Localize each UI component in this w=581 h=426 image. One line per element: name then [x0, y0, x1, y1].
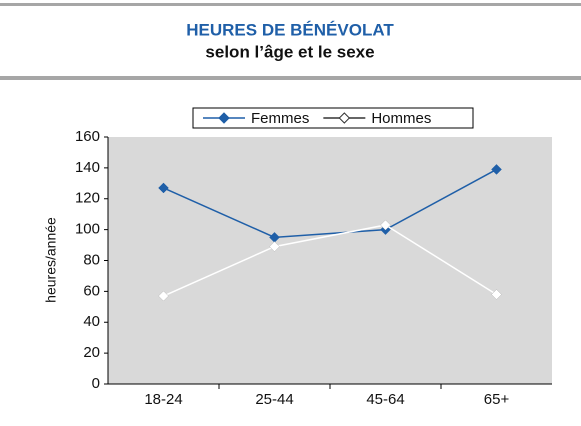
y-tick-label: 20: [83, 344, 100, 361]
y-tick-label: 160: [75, 128, 100, 145]
top-rule: [0, 3, 581, 6]
legend-marker: [218, 112, 230, 124]
y-tick-label: 40: [83, 313, 100, 330]
series-line: [163, 224, 497, 297]
marker: [491, 164, 502, 175]
y-tick-label: 100: [75, 221, 100, 238]
x-tick-label: 25-44: [255, 391, 293, 408]
plot-area: [108, 137, 552, 384]
legend-marker: [338, 112, 351, 124]
series-line: [163, 168, 497, 239]
marker: [269, 241, 280, 252]
x-tick-label: 18-24: [144, 391, 182, 408]
x-tick-label: 45-64: [366, 391, 404, 408]
chart-subtitle: selon l’âge et le sexe: [205, 42, 374, 61]
chart-title: HEURES DE BÉNÉVOLAT: [186, 20, 394, 39]
legend-label: Hommes: [371, 110, 431, 127]
marker: [158, 290, 169, 302]
x-tick-label: 65+: [484, 391, 510, 408]
header-rule: [0, 76, 581, 80]
y-tick-label: 80: [83, 251, 100, 268]
legend-label: Femmes: [251, 110, 309, 127]
y-tick-label: 140: [75, 159, 100, 176]
marker: [491, 289, 502, 300]
y-axis-label: heures/année: [43, 217, 59, 303]
marker: [158, 182, 169, 194]
y-tick-label: 120: [75, 190, 100, 207]
y-tick-label: 0: [92, 375, 100, 392]
marker: [380, 219, 391, 231]
y-tick-label: 60: [83, 282, 100, 299]
